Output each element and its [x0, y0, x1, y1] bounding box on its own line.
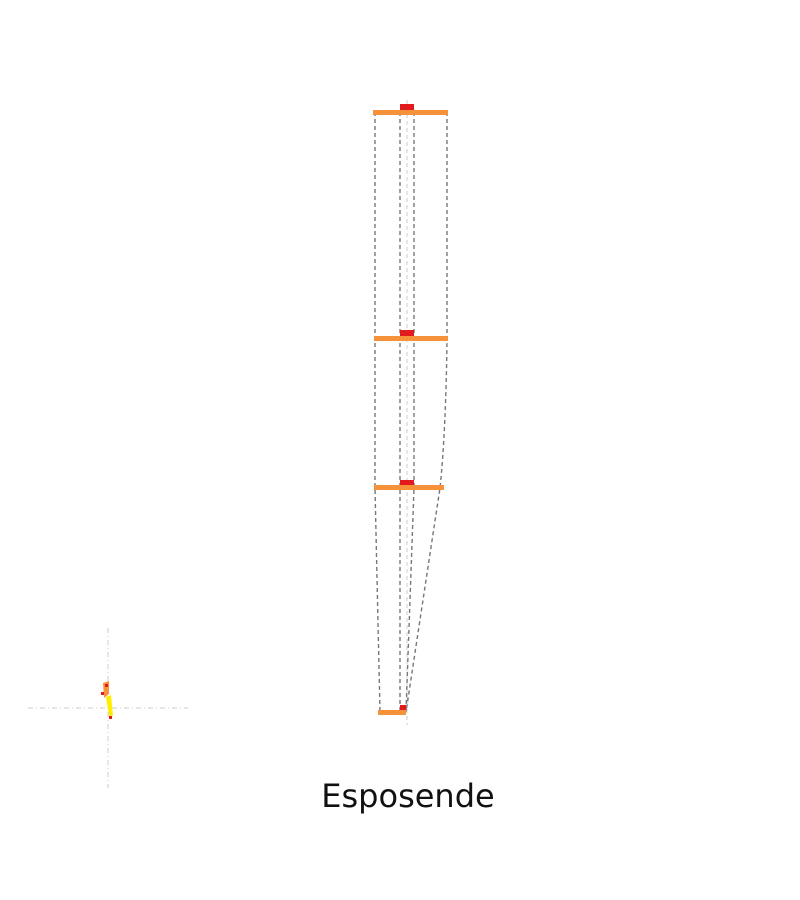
crosshair-glyph [28, 628, 188, 788]
crosshair-dot-3 [109, 716, 112, 719]
crosshair-dot-2 [105, 684, 108, 687]
level-bars [373, 110, 448, 715]
bar-level-2 [374, 336, 448, 341]
marker-level-4 [400, 705, 406, 710]
outline-left [374, 112, 381, 713]
crosshair-shape-orange [103, 681, 109, 698]
outline-right [405, 112, 448, 713]
bar-level-1 [373, 110, 448, 115]
marker-level-2 [400, 330, 414, 336]
outline-lines [374, 112, 448, 713]
crosshair-dot-1 [101, 692, 104, 695]
bar-level-4 [378, 710, 406, 715]
outline-inner-right [405, 112, 415, 713]
marker-level-1 [400, 104, 414, 110]
marker-level-3 [400, 480, 414, 485]
bar-level-3 [374, 485, 444, 490]
bar-markers [400, 104, 414, 710]
crosshair-shape-yellow [106, 695, 113, 716]
place-title: Esposende [321, 777, 495, 815]
